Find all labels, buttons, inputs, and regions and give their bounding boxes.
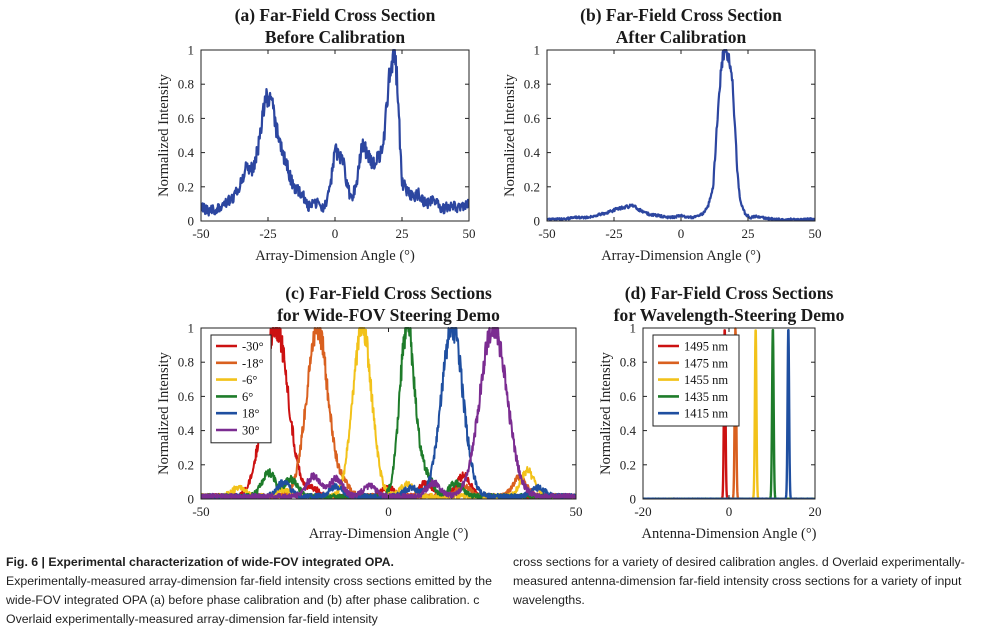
x-tick-label: 0 bbox=[726, 504, 733, 519]
chart-title-line: (d) Far-Field Cross Sections bbox=[625, 283, 834, 303]
y-tick-label: 0 bbox=[534, 214, 541, 229]
series-line-1415-nm bbox=[643, 328, 815, 499]
plot-area bbox=[547, 49, 815, 221]
x-tick-label: -50 bbox=[538, 226, 555, 241]
x-tick-label: 0 bbox=[385, 504, 392, 519]
chart-title-line: (b) Far-Field Cross Section bbox=[580, 5, 782, 25]
x-axis-label: Array-Dimension Angle (°) bbox=[255, 248, 415, 264]
chart-title-line: Before Calibration bbox=[265, 27, 405, 47]
axes-frame bbox=[200, 49, 470, 222]
y-tick-label: 0.6 bbox=[620, 389, 637, 404]
x-tick-label: 50 bbox=[570, 504, 583, 519]
legend-label: 1455 nm bbox=[684, 373, 728, 387]
y-tick-label: 1 bbox=[188, 321, 195, 336]
legend-label: 18° bbox=[242, 407, 260, 421]
y-tick-label: 0 bbox=[630, 492, 637, 507]
y-tick-label: 0.2 bbox=[524, 179, 540, 194]
y-tick-label: 0.2 bbox=[620, 457, 636, 472]
y-axis-label: Normalized Intensity bbox=[598, 351, 614, 475]
y-tick-label: 0.6 bbox=[524, 111, 541, 126]
chart-title-line: (a) Far-Field Cross Section bbox=[235, 5, 436, 25]
x-tick-label: -50 bbox=[192, 226, 209, 241]
axes-frame bbox=[546, 49, 816, 222]
y-tick-label: 0.2 bbox=[178, 457, 194, 472]
legend-label: 6° bbox=[242, 390, 253, 404]
legend: -30° -18° -6° 6° 18° 30° bbox=[210, 334, 272, 444]
legend-label: 30° bbox=[242, 424, 260, 438]
x-axis-label: Array-Dimension Angle (°) bbox=[601, 248, 761, 264]
y-tick-label: 0 bbox=[188, 214, 195, 229]
y-axis-label: Normalized Intensity bbox=[156, 73, 172, 197]
caption-right-text: cross sections for a variety of desired … bbox=[513, 555, 965, 607]
y-tick-label: 0.8 bbox=[524, 77, 540, 92]
x-tick-label: -25 bbox=[605, 226, 622, 241]
y-tick-label: 0.2 bbox=[178, 179, 194, 194]
x-tick-label: 0 bbox=[678, 226, 685, 241]
plot-area bbox=[201, 49, 469, 217]
legend: 1495 nm 1475 nm 1455 nm 1435 nm 1415 nm bbox=[652, 334, 740, 427]
chart-title-line: for Wavelength-Steering Demo bbox=[614, 305, 845, 325]
x-axis-label: Antenna-Dimension Angle (°) bbox=[642, 526, 817, 542]
legend-label: -18° bbox=[242, 356, 264, 370]
y-tick-label: 0.8 bbox=[620, 355, 636, 370]
y-tick-label: 0.6 bbox=[178, 389, 195, 404]
y-axis-label: Normalized Intensity bbox=[156, 351, 172, 475]
y-tick-label: 0.6 bbox=[178, 111, 195, 126]
chart-title-line: (c) Far-Field Cross Sections bbox=[285, 283, 492, 303]
legend-label: 1435 nm bbox=[684, 390, 728, 404]
y-axis-label: Normalized Intensity bbox=[502, 73, 518, 197]
y-tick-label: 0.4 bbox=[178, 423, 195, 438]
legend-box bbox=[210, 334, 272, 444]
legend-label: 1415 nm bbox=[684, 407, 728, 421]
legend-label: 1495 nm bbox=[684, 340, 728, 354]
x-tick-label: -50 bbox=[192, 504, 209, 519]
legend-label: -30° bbox=[242, 340, 264, 354]
x-tick-label: 25 bbox=[742, 226, 755, 241]
chart-title-line: for Wide-FOV Steering Demo bbox=[277, 305, 500, 325]
legend-label: -6° bbox=[242, 373, 257, 387]
caption-left-text: Experimentally-measured array-dimension … bbox=[6, 574, 492, 626]
series-line bbox=[201, 49, 469, 217]
y-tick-label: 0.4 bbox=[524, 145, 541, 160]
legend-label: 1475 nm bbox=[684, 356, 728, 370]
x-tick-label: 0 bbox=[332, 226, 339, 241]
x-tick-label: 50 bbox=[809, 226, 822, 241]
chart-title-line: After Calibration bbox=[616, 27, 747, 47]
x-tick-label: -25 bbox=[259, 226, 276, 241]
caption-right: cross sections for a variety of desired … bbox=[513, 553, 1003, 610]
y-tick-label: 0 bbox=[188, 492, 195, 507]
caption-heading: Fig. 6 | Experimental characterization o… bbox=[6, 555, 394, 569]
x-tick-label: 20 bbox=[809, 504, 822, 519]
series-line bbox=[547, 49, 815, 221]
caption-left: Fig. 6 | Experimental characterization o… bbox=[6, 553, 502, 629]
x-tick-label: 25 bbox=[396, 226, 409, 241]
y-tick-label: 0.4 bbox=[178, 145, 195, 160]
y-tick-label: 1 bbox=[534, 43, 541, 58]
y-tick-label: 1 bbox=[630, 321, 637, 336]
y-tick-label: 0.4 bbox=[620, 423, 637, 438]
x-axis-label: Array-Dimension Angle (°) bbox=[309, 526, 469, 542]
y-tick-label: 1 bbox=[188, 43, 195, 58]
x-tick-label: -20 bbox=[634, 504, 651, 519]
y-tick-label: 0.8 bbox=[178, 355, 194, 370]
x-tick-label: 50 bbox=[463, 226, 476, 241]
y-tick-label: 0.8 bbox=[178, 77, 194, 92]
